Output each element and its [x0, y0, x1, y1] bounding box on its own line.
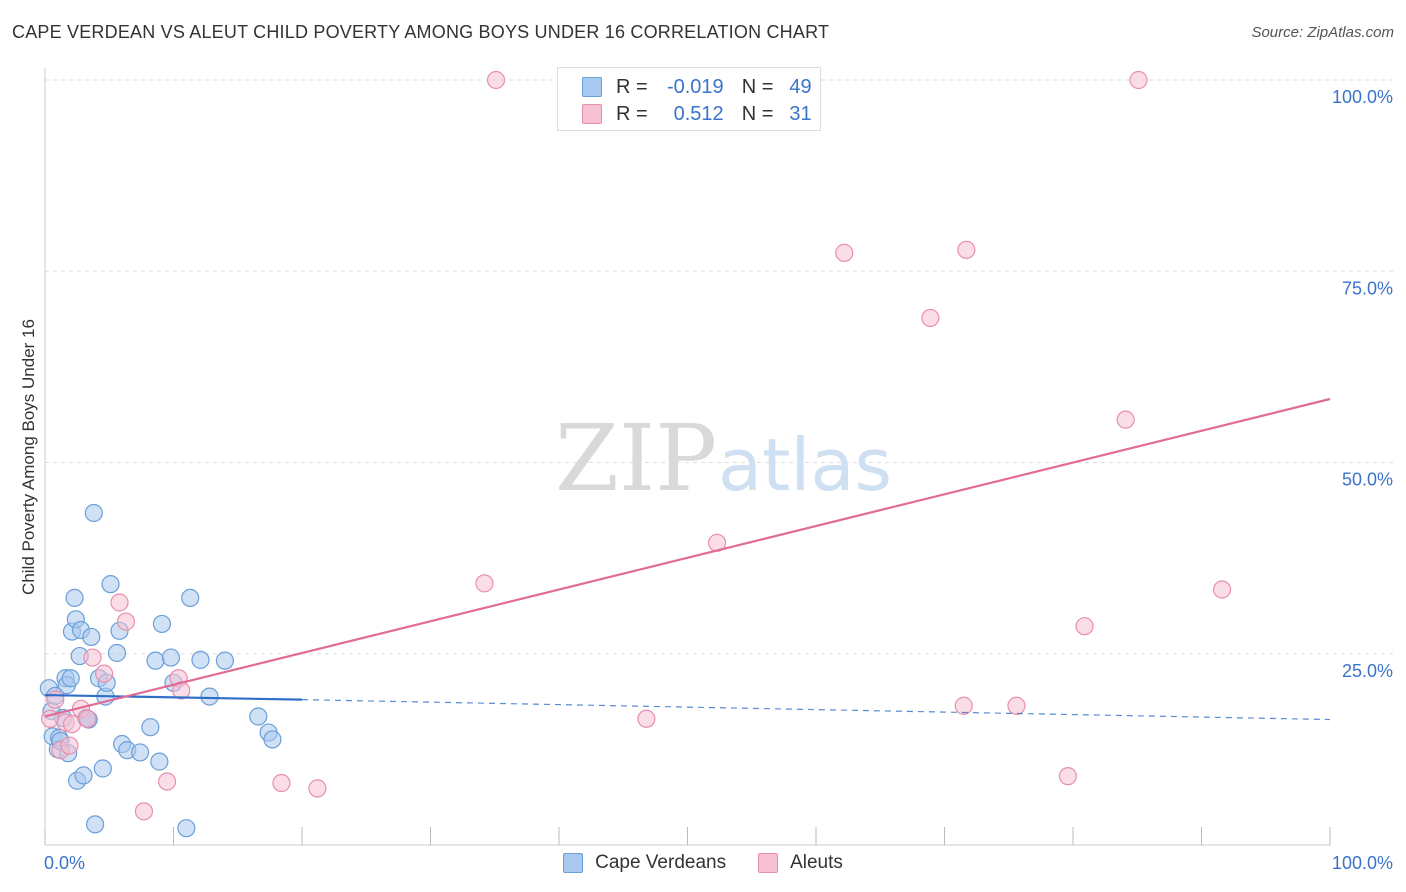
point-cape-verdean: [101, 575, 120, 594]
trend-line-cape-verdeans-extension: [301, 699, 1331, 721]
legend-row-aleuts: R = 0.512 N = 31: [582, 101, 812, 127]
point-aleut: [78, 709, 97, 728]
point-cape-verdean: [200, 687, 219, 706]
point-aleut: [46, 690, 65, 709]
point-aleut: [110, 593, 129, 612]
point-cape-verdean: [146, 651, 165, 670]
legend-swatch-pink: [758, 853, 779, 873]
point-cape-verdean: [61, 669, 80, 688]
y-axis-title: Child Poverty Among Boys Under 16: [19, 319, 38, 595]
legend-r-label: R =: [616, 102, 648, 125]
watermark: ZIP atlas: [555, 405, 892, 512]
labels-layer: 25.0% 50.0% 75.0% 100.0% 0.0% 100.0% Child Pov…: [19, 87, 1393, 873]
point-aleut: [1075, 617, 1094, 636]
trend-line-aleuts: [44, 397, 1331, 718]
point-cape-verdean: [86, 815, 105, 834]
legend-n-value: 31: [789, 102, 812, 125]
point-aleut: [1129, 70, 1148, 90]
legend-item-aleuts[interactable]: Aleuts: [758, 852, 843, 874]
point-cape-verdean: [107, 643, 127, 663]
points-layer: [39, 70, 1232, 838]
point-aleut: [95, 664, 114, 683]
point-cape-verdean: [130, 743, 150, 762]
legend-swatch-blue: [582, 77, 602, 97]
point-aleut: [835, 243, 854, 262]
point-aleut: [308, 779, 327, 798]
point-aleut: [272, 773, 291, 793]
series-legend: Cape Verdeans Aleuts: [0, 852, 1406, 874]
point-aleut: [157, 772, 177, 791]
point-cape-verdean: [141, 718, 160, 737]
point-aleut: [921, 308, 940, 328]
point-aleut: [62, 715, 82, 734]
point-cape-verdean: [263, 730, 282, 749]
legend-n-label: N =: [741, 75, 774, 98]
point-aleut: [957, 240, 976, 259]
point-cape-verdean: [93, 759, 112, 778]
point-aleut: [1058, 767, 1077, 786]
point-cape-verdean: [181, 588, 200, 608]
point-cape-verdean: [84, 503, 103, 523]
legend-row-cape-verdeans: R = -0.019 N = 49: [582, 74, 812, 100]
point-cape-verdean: [249, 707, 268, 726]
point-cape-verdean: [191, 650, 210, 669]
watermark-zip: ZIP: [555, 405, 717, 512]
legend-n-label: N =: [741, 102, 774, 125]
point-cape-verdean: [177, 819, 196, 838]
point-aleut: [1212, 580, 1232, 599]
point-aleut: [134, 802, 154, 821]
source-label: Source: ZipAtlas.com: [1251, 24, 1394, 41]
legend-r-label: R =: [616, 75, 648, 98]
point-cape-verdean: [65, 588, 84, 608]
y-tick-label: 50.0%: [1342, 470, 1393, 490]
point-aleut: [83, 648, 102, 667]
point-aleut: [637, 709, 656, 728]
chart-title: CAPE VERDEAN VS ALEUT CHILD POVERTY AMON…: [12, 22, 830, 42]
point-aleut: [1007, 696, 1026, 715]
point-cape-verdean: [215, 651, 234, 670]
legend-n-value: 49: [789, 75, 812, 98]
point-cape-verdean: [82, 627, 101, 647]
legend-swatch-pink: [582, 104, 602, 124]
point-aleut: [954, 696, 973, 715]
point-aleut: [1116, 410, 1135, 429]
legend-label-cape-verdeans: Cape Verdeans: [595, 852, 727, 873]
x-tick-label-right: 100.0%: [1332, 853, 1393, 873]
y-tick-label: 100.0%: [1332, 87, 1393, 107]
legend-swatch-blue: [563, 853, 584, 873]
point-aleut: [116, 612, 136, 631]
watermark-atlas: atlas: [718, 423, 892, 507]
point-cape-verdean: [152, 614, 172, 634]
point-cape-verdean: [161, 648, 181, 667]
y-tick-label: 75.0%: [1342, 278, 1393, 298]
point-cape-verdean: [74, 766, 93, 785]
legend-r-value: 0.512: [673, 102, 724, 125]
x-tick-label-left: 0.0%: [44, 853, 85, 873]
legend-item-cape-verdeans[interactable]: Cape Verdeans: [563, 852, 726, 874]
point-cape-verdean: [150, 752, 169, 771]
grid-layer: [45, 79, 1395, 655]
point-aleut: [60, 736, 79, 755]
trend-line-cape-verdeans: [44, 693, 303, 701]
legend-r-value: -0.019: [666, 75, 724, 98]
trend-layer: [44, 397, 1331, 721]
y-tick-label: 25.0%: [1342, 661, 1393, 681]
point-aleut: [475, 574, 494, 593]
point-aleut: [486, 70, 506, 90]
legend-label-aleuts: Aleuts: [790, 852, 843, 873]
correlation-legend: R = -0.019 N = 49 R = 0.512 N = 31: [557, 67, 821, 131]
